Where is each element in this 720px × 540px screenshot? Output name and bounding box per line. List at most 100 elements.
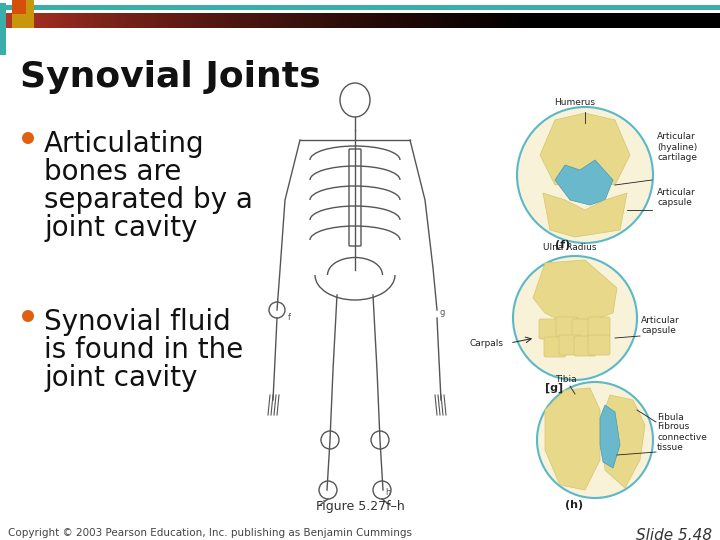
- Bar: [701, 13, 703, 28]
- Bar: [535, 13, 538, 28]
- Bar: [655, 13, 657, 28]
- Bar: [480, 13, 482, 28]
- Bar: [171, 13, 173, 28]
- Bar: [17, 13, 19, 28]
- Bar: [31, 13, 34, 28]
- Bar: [713, 13, 715, 28]
- Bar: [665, 13, 667, 28]
- Bar: [218, 13, 221, 28]
- Bar: [398, 13, 401, 28]
- Bar: [509, 13, 511, 28]
- Text: Figure 5.27f–h: Figure 5.27f–h: [315, 500, 405, 513]
- Bar: [290, 13, 293, 28]
- Bar: [463, 13, 466, 28]
- Bar: [430, 13, 432, 28]
- Text: (f): (f): [555, 240, 570, 250]
- Text: joint cavity: joint cavity: [44, 214, 197, 242]
- Bar: [461, 13, 463, 28]
- Bar: [9, 13, 12, 28]
- Bar: [547, 13, 549, 28]
- Text: (h): (h): [565, 500, 583, 510]
- Bar: [281, 13, 283, 28]
- Bar: [646, 13, 648, 28]
- FancyBboxPatch shape: [588, 335, 610, 355]
- Bar: [631, 13, 634, 28]
- Bar: [120, 13, 122, 28]
- Bar: [391, 13, 394, 28]
- Bar: [384, 13, 387, 28]
- Bar: [58, 13, 60, 28]
- Bar: [5, 13, 7, 28]
- Bar: [106, 13, 108, 28]
- FancyBboxPatch shape: [559, 335, 581, 355]
- Bar: [621, 13, 624, 28]
- Bar: [549, 13, 552, 28]
- Bar: [626, 13, 629, 28]
- Bar: [135, 13, 137, 28]
- Text: Slide 5.48: Slide 5.48: [636, 528, 712, 540]
- Bar: [677, 13, 679, 28]
- Bar: [396, 13, 398, 28]
- Bar: [94, 13, 96, 28]
- Text: is found in the: is found in the: [44, 336, 243, 364]
- Bar: [338, 13, 341, 28]
- Bar: [585, 13, 588, 28]
- Bar: [569, 13, 571, 28]
- Bar: [497, 13, 499, 28]
- Bar: [672, 13, 675, 28]
- Bar: [70, 13, 72, 28]
- Bar: [74, 13, 77, 28]
- Bar: [423, 13, 425, 28]
- Bar: [103, 13, 106, 28]
- Bar: [113, 13, 115, 28]
- Text: Fibrous
connective
tissue: Fibrous connective tissue: [657, 422, 707, 452]
- Bar: [504, 13, 506, 28]
- Bar: [706, 13, 708, 28]
- Bar: [679, 13, 682, 28]
- Bar: [79, 13, 81, 28]
- Bar: [0, 3, 6, 55]
- Bar: [225, 13, 228, 28]
- Bar: [408, 13, 410, 28]
- Text: Ulna Radius: Ulna Radius: [544, 243, 597, 252]
- Bar: [513, 13, 516, 28]
- Bar: [60, 13, 63, 28]
- Bar: [84, 13, 86, 28]
- Bar: [437, 13, 439, 28]
- Bar: [197, 13, 199, 28]
- Bar: [355, 13, 358, 28]
- Bar: [475, 13, 477, 28]
- Bar: [254, 13, 257, 28]
- FancyBboxPatch shape: [588, 317, 610, 337]
- Bar: [319, 13, 322, 28]
- Bar: [65, 13, 67, 28]
- Bar: [156, 13, 158, 28]
- Bar: [456, 13, 459, 28]
- Bar: [636, 13, 639, 28]
- Bar: [410, 13, 413, 28]
- Bar: [235, 13, 238, 28]
- Bar: [358, 13, 360, 28]
- Bar: [317, 13, 319, 28]
- Bar: [446, 13, 449, 28]
- Circle shape: [22, 132, 34, 144]
- Bar: [564, 13, 567, 28]
- Bar: [149, 13, 151, 28]
- Bar: [142, 13, 144, 28]
- Bar: [634, 13, 636, 28]
- Bar: [379, 13, 382, 28]
- Bar: [12, 0, 26, 14]
- Bar: [161, 13, 163, 28]
- Bar: [667, 13, 670, 28]
- Bar: [629, 13, 631, 28]
- Bar: [574, 13, 576, 28]
- Bar: [605, 13, 607, 28]
- Bar: [415, 13, 418, 28]
- Bar: [122, 13, 125, 28]
- Bar: [151, 13, 153, 28]
- FancyBboxPatch shape: [572, 319, 594, 339]
- Bar: [261, 13, 264, 28]
- Bar: [403, 13, 405, 28]
- Bar: [643, 13, 646, 28]
- Text: Carpals: Carpals: [470, 339, 504, 348]
